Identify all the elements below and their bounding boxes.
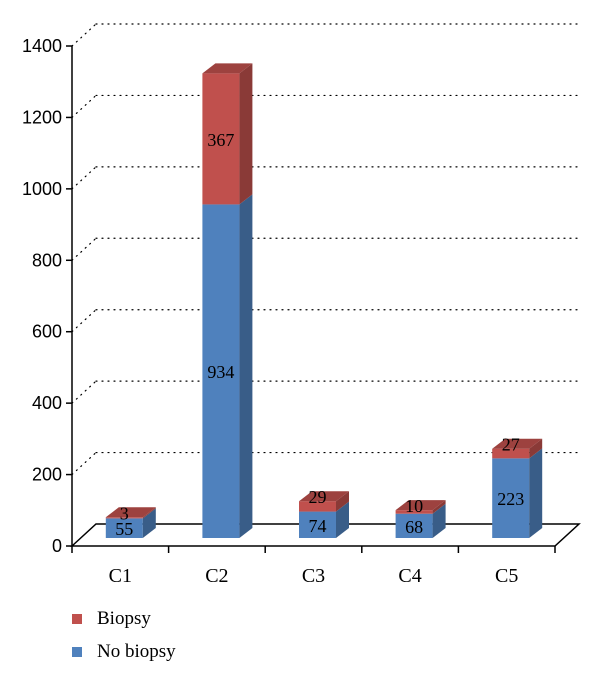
x-tick-label: C3 xyxy=(302,565,325,587)
bar-side xyxy=(239,194,253,538)
data-label: 74 xyxy=(309,516,327,536)
gridline-diagonal xyxy=(71,380,97,404)
bar-C3-no-biopsy xyxy=(299,501,349,538)
y-tick-label: 1400 xyxy=(22,36,62,56)
bar-top xyxy=(395,500,446,511)
data-label: 27 xyxy=(502,435,520,455)
legend-item-no-biopsy: No biopsy xyxy=(72,641,176,662)
bar-side xyxy=(529,448,543,538)
bar-side xyxy=(239,63,253,205)
y-tick-label: 200 xyxy=(32,465,62,485)
y-tick-label: 1200 xyxy=(22,107,62,127)
bar-C5-no-biopsy xyxy=(492,448,543,538)
bar-C1-biopsy xyxy=(105,507,156,519)
y-tick-label: 800 xyxy=(32,250,62,270)
bar-C5-biopsy xyxy=(492,438,543,459)
bar-front xyxy=(492,458,530,538)
bar-C4-no-biopsy xyxy=(395,503,446,538)
bars xyxy=(105,63,543,538)
bar-side xyxy=(432,503,446,538)
gridline-diagonal xyxy=(71,94,97,119)
bar-front xyxy=(202,73,240,205)
legend: Biopsy No biopsy xyxy=(72,608,176,662)
bar-top xyxy=(299,491,349,502)
data-label: 3 xyxy=(120,503,129,523)
y-tick-label: 0 xyxy=(52,536,62,556)
data-label: 55 xyxy=(115,519,133,539)
x-tick-label: C4 xyxy=(398,565,421,587)
bar-side xyxy=(432,500,446,514)
bar-top xyxy=(105,507,156,518)
bar-side xyxy=(336,501,349,538)
data-label: 68 xyxy=(405,517,423,537)
gridline-diagonal xyxy=(71,237,97,261)
y-tick-label: 600 xyxy=(32,322,62,342)
bar-C4-biopsy xyxy=(395,500,446,514)
gridline-diagonal xyxy=(71,309,97,333)
bar-front xyxy=(202,204,240,538)
x-tick-label: C2 xyxy=(205,565,228,587)
bar-front xyxy=(395,513,433,538)
legend-label: No biopsy xyxy=(97,641,176,662)
gridline-diagonal xyxy=(71,166,97,190)
bar-top xyxy=(202,63,253,74)
bar-side xyxy=(529,438,543,459)
labels: 0 200 400 600 800 1000 1200 1400 553 C1 934 367 C2 74… xyxy=(22,36,524,587)
bar-front xyxy=(299,501,336,512)
bar-C1-no-biopsy xyxy=(105,508,156,538)
data-label: 367 xyxy=(207,130,234,150)
legend-swatch xyxy=(72,614,82,624)
data-label: 10 xyxy=(405,496,423,516)
bar-side xyxy=(142,507,156,519)
data-label: 223 xyxy=(497,489,524,509)
x-tick-label: C5 xyxy=(495,565,518,587)
bar-C3-biopsy xyxy=(299,491,349,512)
data-label: 934 xyxy=(207,362,234,382)
bar-side xyxy=(142,508,156,538)
data-label: 29 xyxy=(309,487,327,507)
y-tick-label: 1000 xyxy=(22,179,62,199)
legend-swatch xyxy=(72,647,82,657)
gridline-diagonal xyxy=(71,451,97,476)
bar-front xyxy=(492,448,530,459)
bar-side xyxy=(336,491,349,512)
bar-C2-biopsy xyxy=(202,63,253,205)
y-tick-label: 400 xyxy=(32,393,62,413)
grid-lines xyxy=(71,23,580,476)
bar-front xyxy=(105,517,143,519)
legend-label: Biopsy xyxy=(97,608,151,629)
x-tick-label: C1 xyxy=(109,565,132,587)
legend-item-biopsy: Biopsy xyxy=(72,608,151,629)
bar-C2-no-biopsy xyxy=(202,194,253,538)
bar-front xyxy=(299,511,336,538)
bar-top xyxy=(492,438,543,449)
bar-front xyxy=(395,510,433,514)
bar-front xyxy=(105,518,143,538)
gridline-diagonal xyxy=(71,23,97,47)
